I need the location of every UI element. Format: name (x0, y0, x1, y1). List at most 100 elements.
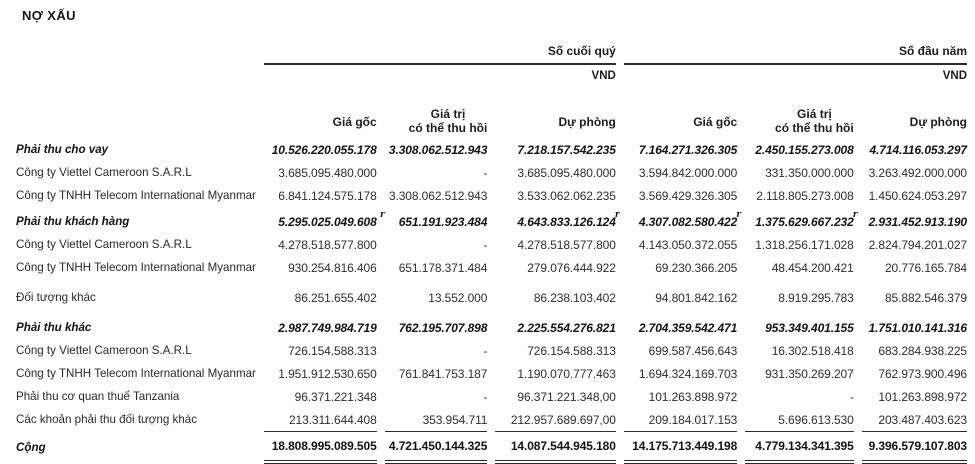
cell-recoverable-begin: 8.919.295.783 (778, 290, 854, 305)
cell-provision-end: 279.076.444.922 (527, 260, 616, 275)
cell-provision-end: 1.190.070.777.463 (517, 366, 616, 381)
cell-cost-end: 213.311.644.408 (288, 412, 377, 427)
cell-recoverable-end: 3.308.062.512.943 (388, 142, 488, 157)
cell-provision-end: 7.218.157.542.235 (517, 142, 616, 157)
cell-recoverable-begin: 931.350.269.207 (765, 366, 854, 381)
cell-cost-end: 18.808.995.089.505 (263, 431, 377, 464)
cell-provision-end: 4.278.518.577.800 (517, 237, 616, 252)
cell-provision-begin: 683.284.938.225 (878, 343, 967, 358)
cell-cost-end: 6.841.124.575.178 (278, 188, 377, 203)
row-label: Phải thu khách hàng (16, 215, 130, 228)
cell-cost-begin: 2.704.359.542.471 (638, 320, 738, 335)
col-header-line1: Giá trị (797, 106, 832, 121)
currency-header-row: VND VND (16, 65, 967, 85)
cell-cost-end: 1.951.912.530.650 (278, 366, 377, 381)
cell-recoverable-begin: 4.779.134.341.395 (745, 431, 854, 464)
cell-cost-begin: 101.263.898.972 (648, 389, 738, 404)
col-header-label: Giá gốc (693, 115, 738, 129)
cell-provision-end: 3.685.095.480.000 (517, 165, 616, 180)
cell-cost-end: 930.254.816.406 (288, 260, 377, 275)
cell-recoverable-begin: 953.349.401.155 (765, 320, 854, 335)
flag-marker-icon: r (736, 210, 741, 220)
cell-cost-end: 4.278.518.577.800 (278, 237, 377, 252)
cell-provision-begin: 2.824.794.201.027 (868, 237, 968, 252)
row-label: Phải thu khác (16, 321, 92, 334)
bad-debt-table: Số cuối quý Số đầu năm VND VND Giá gốc G… (8, 28, 975, 464)
table-row: Công ty Viettel Cameroon S.A.R.L 726.154.… (16, 339, 967, 362)
cell-cost-begin: 4.307.082.580.422 r (614, 210, 738, 229)
cell-cost-begin: 14.175.713.449.198 (623, 431, 737, 464)
col-header-label: Dự phòng (558, 115, 616, 129)
cell-cost-begin: 94.801.842.162 (655, 290, 738, 305)
page-title: NỢ XẤU (22, 8, 76, 23)
cell-provision-end: 3.533.062.062.235 (517, 188, 616, 203)
col-header-recoverable-end: Giá trị có thể thu hồi (385, 85, 488, 138)
table-row: Phải thu cơ quan thuế Tanzania 96.371.221… (16, 385, 967, 408)
cell-provision-begin: 20.776.165.784 (884, 260, 967, 275)
col-header-provision-begin: Dự phòng (862, 85, 967, 138)
table-row: Các khoản phải thu đối tượng khác 213.311… (16, 408, 967, 431)
cell-recoverable-end: 651.178.371.484 (398, 260, 488, 275)
cell-provision-begin: 2.931.452.913.190 r (852, 210, 967, 229)
cell-recoverable-begin: 5.696.613.530 (778, 412, 854, 427)
table-body: Phải thu cho vay 10.526.220.055.178 3.308.… (16, 138, 967, 464)
cell-recoverable-end: 4.721.450.144.325 (384, 431, 487, 464)
cell-recoverable-begin: 1.318.256.171.028 (755, 237, 854, 252)
cell-provision-end: 96.371.221.348,00 (517, 389, 616, 404)
col-header-cost-end: Giá gốc (264, 85, 377, 138)
row-label: Đối tượng khác (16, 291, 96, 304)
row-label: Công ty Viettel Cameroon S.A.R.L (16, 166, 192, 179)
header-spacer (16, 85, 256, 138)
cell-recoverable-begin: 48.454.200.421 (771, 260, 854, 275)
cell-cost-begin: 699.587.456.643 (648, 343, 738, 358)
cell-provision-begin: 85.882.546.379 (884, 290, 967, 305)
cell-cost-end: 3.685.095.480.000 (278, 165, 377, 180)
column-header-row: Giá gốc Giá trị có thể thu hồi Dự phòng G… (16, 85, 967, 138)
cell-cost-end: 10.526.220.055.178 (271, 142, 377, 157)
col-header-label: Giá trị có thể thu hồi (775, 107, 854, 135)
cell-recoverable-end: - (483, 389, 488, 404)
cell-cost-begin: 209.184.017.153 (648, 412, 738, 427)
cell-provision-begin: 9.396.579.107.803 (861, 431, 967, 464)
cell-provision-begin: 4.714.116.053.297 (869, 142, 967, 157)
header-spacer (16, 65, 256, 85)
table-row: Công ty TNHH Telecom International Myanm… (16, 256, 967, 279)
col-header-recoverable-begin: Giá trị có thể thu hồi (745, 85, 854, 138)
cell-recoverable-begin: 1.375.629.667.232 r (736, 210, 854, 229)
cell-provision-begin: 762.973.900.496 (878, 366, 967, 381)
header-spacer (16, 28, 256, 65)
table-row: Phải thu cho vay 10.526.220.055.178 3.308.… (16, 138, 967, 161)
cell-recoverable-end: - (483, 343, 488, 358)
col-header-label: Giá gốc (332, 115, 377, 129)
cell-cost-begin: 69.230.366.205 (655, 260, 738, 275)
flag-marker-icon: r (852, 210, 858, 220)
cell-provision-begin: 101.263.898.972 (878, 389, 967, 404)
cell-recoverable-begin: 16.302.518.418 (771, 343, 854, 358)
row-label: Công ty TNHH Telecom International Myanm… (16, 367, 256, 380)
col-header-provision-end: Dự phòng (495, 85, 616, 138)
row-label: Các khoản phải thu đối tượng khác (16, 413, 198, 426)
table-row: Phải thu khác 2.987.749.984.719 762.195.70… (16, 309, 967, 339)
row-label: Phải thu cơ quan thuế Tanzania (16, 390, 180, 403)
table-row: Cộng 18.808.995.089.505 4.721.450.144.325 1… (16, 431, 967, 464)
table-row: Phải thu khách hàng 5.295.025.049.608 r 651… (16, 207, 967, 233)
row-label: Phải thu cho vay (16, 143, 109, 156)
col-header-label: Giá trị có thể thu hồi (409, 107, 488, 135)
col-header-line2: có thể thu hồi (775, 120, 854, 135)
cell-recoverable-begin: - (849, 389, 854, 404)
col-header-label: Dự phòng (909, 115, 967, 129)
cell-recoverable-end: 3.308.062.512.943 (388, 188, 488, 203)
cell-provision-end: 86.238.103.402 (533, 290, 616, 305)
cell-cost-end: 86.251.655.402 (294, 290, 377, 305)
cell-recoverable-end: 761.841.753.187 (398, 366, 488, 381)
row-label: Cộng (16, 441, 46, 454)
cell-cost-end: 96.371.221.348 (294, 389, 377, 404)
cell-provision-end: 14.087.544.945.180 (495, 431, 616, 464)
cell-provision-begin: 3.263.492.000.000 (868, 165, 968, 180)
col-header-cost-begin: Giá gốc (624, 85, 737, 138)
table-row: Đối tượng khác 86.251.655.402 13.552.000 86… (16, 279, 967, 309)
cell-provision-end: 726.154.588.313 (527, 343, 616, 358)
cell-recoverable-end: 13.552.000 (428, 290, 488, 305)
period-start-header: Số đầu năm (623, 28, 967, 65)
cell-provision-begin: 203.487.403.623 (878, 412, 967, 427)
